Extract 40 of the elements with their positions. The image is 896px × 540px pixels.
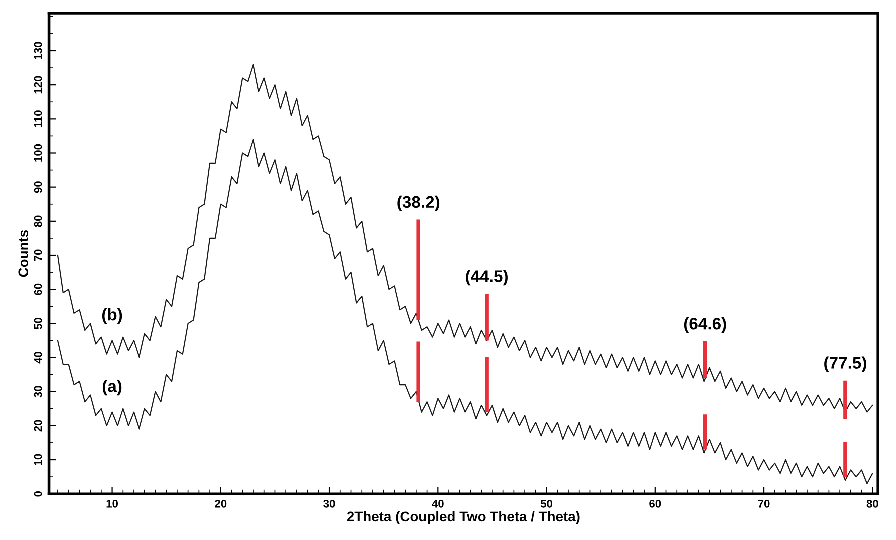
y-tick-label: 120 bbox=[34, 76, 42, 94]
bar bbox=[844, 442, 848, 478]
bar bbox=[485, 357, 489, 412]
y-tick-label: 10 bbox=[34, 454, 42, 466]
y-tick-label: 50 bbox=[34, 318, 42, 330]
y-tick-label: 90 bbox=[34, 182, 42, 194]
y-tick-label: 130 bbox=[34, 42, 42, 60]
x-axis-title: 2Theta (Coupled Two Theta / Theta) bbox=[347, 511, 580, 524]
series-label: (a) bbox=[102, 380, 122, 396]
series-label: (b) bbox=[102, 308, 122, 324]
bar bbox=[485, 294, 489, 341]
x-tick-label: 70 bbox=[758, 500, 770, 508]
x-tick-label: 20 bbox=[215, 500, 227, 508]
y-tick-label: 20 bbox=[34, 420, 42, 432]
annotation: (64.6) bbox=[684, 318, 726, 334]
y-tick-label: 60 bbox=[34, 284, 42, 296]
bar bbox=[703, 341, 708, 378]
x-tick-label: 30 bbox=[324, 500, 336, 508]
y-tick-label: 80 bbox=[34, 216, 42, 228]
x-tick-label: 80 bbox=[866, 500, 878, 508]
y-tick-label: 30 bbox=[34, 386, 42, 398]
annotation: (38.2) bbox=[398, 196, 440, 212]
annotation: (77.5) bbox=[824, 356, 866, 372]
bar bbox=[703, 414, 708, 450]
x-tick-label: 10 bbox=[106, 500, 118, 508]
y-axis-title: Counts bbox=[18, 230, 29, 278]
bar bbox=[844, 380, 848, 420]
y-tick-label: 110 bbox=[34, 110, 42, 128]
y-tick-label: 70 bbox=[34, 250, 42, 262]
y-tick-label: 40 bbox=[34, 352, 42, 364]
x-tick-label: 60 bbox=[650, 500, 662, 508]
y-tick-label: 0 bbox=[34, 491, 42, 497]
bar bbox=[416, 342, 420, 402]
x-tick-label: 50 bbox=[540, 500, 552, 508]
y-tick-label: 100 bbox=[34, 144, 42, 162]
bar bbox=[416, 220, 420, 320]
x-tick-label: 40 bbox=[432, 500, 444, 508]
line-series bbox=[57, 64, 874, 413]
line-series bbox=[57, 139, 874, 484]
annotation: (44.5) bbox=[466, 270, 508, 286]
